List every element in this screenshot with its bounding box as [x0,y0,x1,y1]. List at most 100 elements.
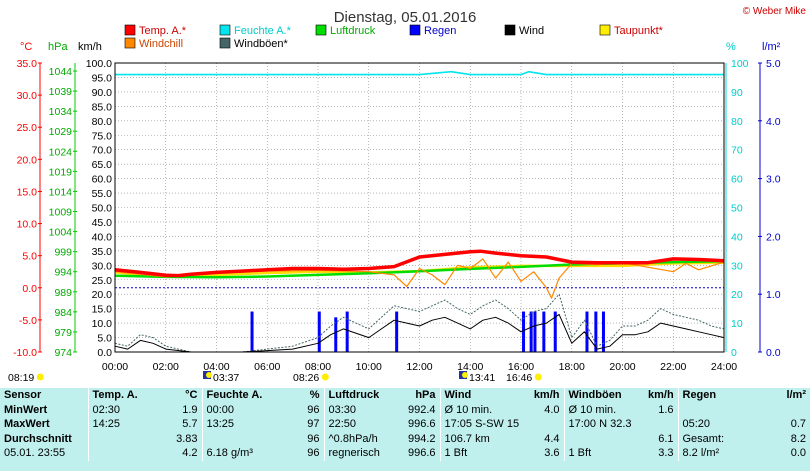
sun-icon [321,373,329,381]
rain-tick-label: 4.0 [766,116,781,128]
table-header-cell: Luftdruck [323,388,388,403]
table-cell: Gesamt: [677,431,750,446]
table-cell: 3.83 [176,432,198,445]
sun-icon [36,373,44,381]
copyright: © Weber Mike [743,6,807,17]
rain-bar [594,311,598,352]
table-header-cell: km/h [533,389,560,401]
legend-swatch [219,24,231,36]
x-tick-label: 20:00 [609,361,635,373]
temp-tick-label: 20.0 [17,154,38,166]
humidity-tick-label: 50 [731,203,743,215]
x-tick-label: 08:00 [305,361,331,373]
pressure-tick-label: 989 [54,287,72,299]
weather-chart: Dienstag, 05.01.2016 © Weber Mike Temp. … [8,6,807,384]
legend-label: Luftdruck [330,25,376,37]
pressure-tick-label: 974 [54,347,72,359]
legend-swatch [124,37,136,49]
rain-bar [522,311,526,352]
table-row: 05.01. 23:55 4.2 6.18 g/m³ 96 regnerisch 996.… [0,446,810,461]
table-header-cell: Wind [439,388,520,403]
legend-label: Taupunkt* [614,25,664,37]
pressure-tick-label: 999 [54,247,72,259]
table-cell: 02:30 [87,402,148,417]
temp-tick-label: 10.0 [17,219,38,231]
wind-tick-label: 90.0 [92,87,113,99]
table-cell: 0.7 [790,418,806,430]
legend: Temp. A.* Feuchte A.* Luftdruck Regen Wind Ta… [124,24,664,50]
rain-bar [542,311,546,352]
pressure-tick-label: 1034 [49,106,73,118]
wind-tick-label: 55.0 [92,188,113,200]
unit-rain: l/m² [762,41,781,53]
temp-tick-label: 5.0 [22,251,37,263]
table-cell: 8.2 [790,432,806,445]
humidity-tick-label: 40 [731,231,743,243]
table-cell: Durchschnitt [4,432,72,445]
legend-swatch [124,24,136,36]
table-cell: 1.6 [658,403,674,416]
legend-swatch [219,37,231,49]
temp-tick-label: 15.0 [17,186,38,198]
wind-tick-label: 40.0 [92,231,113,243]
wind-tick-label: 5.0 [97,333,112,345]
wind-tick-label: 35.0 [92,246,113,258]
table-cell: 17:05 S-SW 15.0 [439,417,520,432]
rain-bar [345,311,349,352]
pressure-tick-label: 1004 [49,227,73,239]
legend-label: Feuchte A.* [234,25,292,37]
rain-tick-label: 2.0 [766,231,781,243]
series-line-feuchte-a [115,70,724,76]
x-tick-label: 06:00 [254,361,280,373]
rain-bar [529,311,533,352]
table-header-cell: Temp. A. [87,388,148,403]
humidity-tick-label: 100 [731,58,749,70]
sunrise-sunset-time: 16:46 [506,372,532,384]
x-tick-label: 02:00 [153,361,179,373]
unit-temp: °C [20,41,32,53]
table-cell: 3.6 [544,447,560,459]
legend-swatch [599,24,611,36]
wind-tick-label: 45.0 [92,217,113,229]
table-cell: 1 Bft [439,446,520,461]
table-header-cell: % [309,389,320,401]
pressure-tick-label: 1019 [49,166,73,178]
temp-tick-label: -10.0 [13,347,37,359]
rain-bar [334,317,338,352]
table-cell: regnerisch [323,446,388,461]
pressure-tick-label: 1024 [49,146,73,158]
legend-label: Windchill [139,38,183,50]
table-cell: MinWert [4,403,48,416]
series-line-windb-en [114,293,725,353]
rain-bar [533,311,537,352]
table-cell: 96 [307,447,320,459]
table-cell: 5.7 [182,418,198,430]
rain-bar [317,311,321,352]
table-cell: 0.0 [790,447,806,459]
table-cell: 996.6 [407,447,436,459]
table-cell [563,431,644,446]
pressure-tick-label: 1039 [49,86,73,98]
table-cell: 3.3 [658,447,674,459]
table-row: MinWert 02:30 1.9 00:00 96 03:30 992.4 Ø 10 min… [0,402,810,417]
x-tick-label: 00:00 [102,361,128,373]
table-cell: 106.7 km [439,431,520,446]
table-cell: 996.6 [407,418,436,430]
rain-tick-label: 3.0 [766,174,781,186]
time-markers: 08:19 03:37 08:26 13:41 16:46 [8,371,542,384]
table-cell: 17:00 N 32.3 [563,417,644,432]
table-cell: 05.01. 23:55 [4,447,66,459]
table-cell [520,417,564,432]
moonrise-moonset-time: 13:41 [469,372,495,384]
temp-tick-label: 35.0 [17,58,38,70]
temp-tick-label: 30.0 [17,90,38,102]
table-cell: 8.2 l/m² [677,446,750,461]
wind-tick-label: 65.0 [92,159,113,171]
rain-tick-label: 5.0 [766,58,781,70]
wind-tick-label: 10.0 [92,318,113,330]
rain-tick-label: 0.0 [766,347,781,359]
humidity-tick-label: 30 [731,260,743,272]
table-header-cell: l/m² [786,389,806,401]
wind-tick-label: 85.0 [92,101,113,113]
table-cell: 14:25 [87,417,148,432]
